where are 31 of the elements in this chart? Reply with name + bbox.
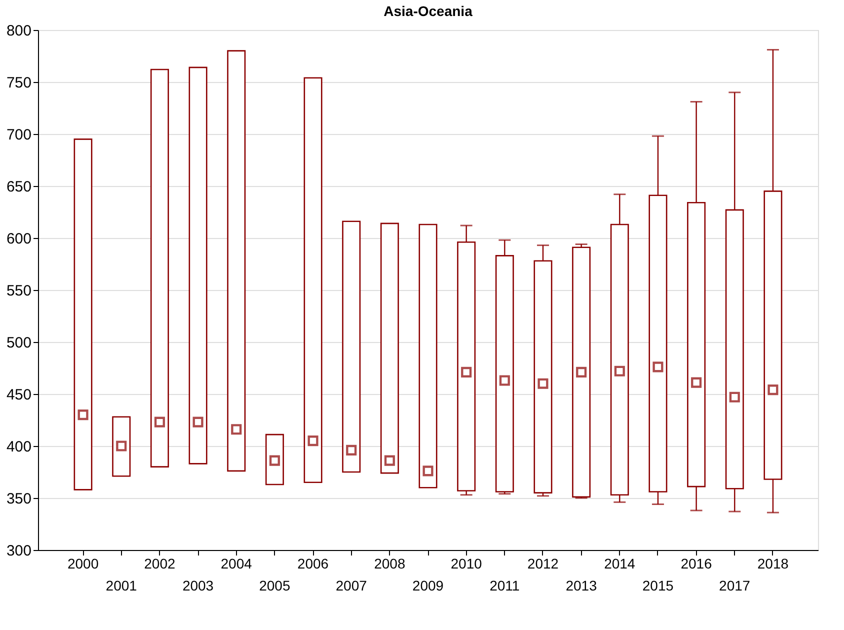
y-tick-label: 750 xyxy=(6,74,32,92)
y-tick-label: 500 xyxy=(6,334,32,352)
x-tick-label: 2003 xyxy=(182,578,214,594)
x-tick-label: 2011 xyxy=(490,578,520,594)
x-tick-label: 2001 xyxy=(106,578,138,594)
y-tick-label: 450 xyxy=(6,386,32,404)
x-tick-label: 2013 xyxy=(566,578,598,594)
x-tick-label: 2005 xyxy=(259,578,290,594)
x-tick-label: 2008 xyxy=(374,556,406,572)
x-tick-label: 2018 xyxy=(757,556,789,572)
x-tick-label: 2016 xyxy=(680,556,712,572)
x-tick-label: 2012 xyxy=(527,556,559,572)
y-tick-label: 800 xyxy=(6,22,32,40)
x-tick-label: 2004 xyxy=(220,556,252,572)
x-tick-label: 2014 xyxy=(604,556,636,572)
chart-title: Asia-Oceania xyxy=(384,3,473,19)
y-tick-label: 400 xyxy=(6,438,32,456)
x-tick-label: 2015 xyxy=(642,578,674,594)
y-tick-label: 300 xyxy=(6,542,32,560)
y-tick-label: 700 xyxy=(6,126,32,144)
y-tick-label: 650 xyxy=(6,178,32,196)
x-tick-label: 2007 xyxy=(336,578,368,594)
x-tick-label: 2010 xyxy=(450,556,482,572)
x-tick-label: 2000 xyxy=(67,556,99,572)
y-tick-label: 350 xyxy=(6,490,32,508)
x-tick-label: 2009 xyxy=(412,578,444,594)
x-tick-label: 2017 xyxy=(719,578,750,594)
x-tick-label: 2006 xyxy=(297,556,329,572)
x-tick-label: 2002 xyxy=(144,556,176,572)
y-tick-label: 600 xyxy=(6,230,32,248)
y-tick-label: 550 xyxy=(6,282,32,300)
